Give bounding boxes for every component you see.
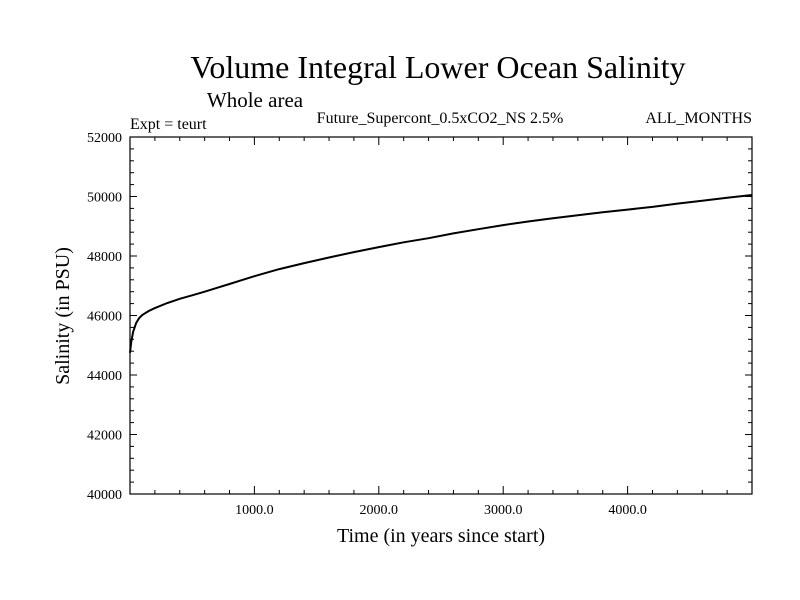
y-tick-label: 46000 [87,310,122,325]
x-tick-label: 2000.0 [360,503,399,518]
y-tick-label: 42000 [87,429,122,444]
y-tick-label: 52000 [87,131,122,146]
x-tick-label: 3000.0 [484,503,523,518]
months-label: ALL_MONTHS [645,110,752,127]
y-tick-label: 50000 [87,191,122,206]
y-axis-label: Salinity (in PSU) [52,247,74,385]
chart-subtitle: Whole area [207,88,304,112]
chart-title: Volume Integral Lower Ocean Salinity [190,49,685,85]
x-axis: 1000.0 2000.0 3000.0 4000.0 [154,137,728,518]
y-axis: 40000 42000 44000 46000 48000 50000 52000 [87,131,752,503]
experiment-label: Expt = teurt [130,116,207,133]
x-tick-label: 4000.0 [608,503,647,518]
y-tick-label: 44000 [87,369,122,384]
plot-frame [129,136,753,495]
x-tick-label: 1000.0 [235,503,274,518]
y-tick-label: 40000 [87,488,122,503]
run-label: Future_Supercont_0.5xCO2_NS 2.5% [317,110,564,127]
salinity-series-line [129,194,753,353]
y-tick-label: 48000 [87,250,122,265]
x-axis-label: Time (in years since start) [337,525,545,547]
